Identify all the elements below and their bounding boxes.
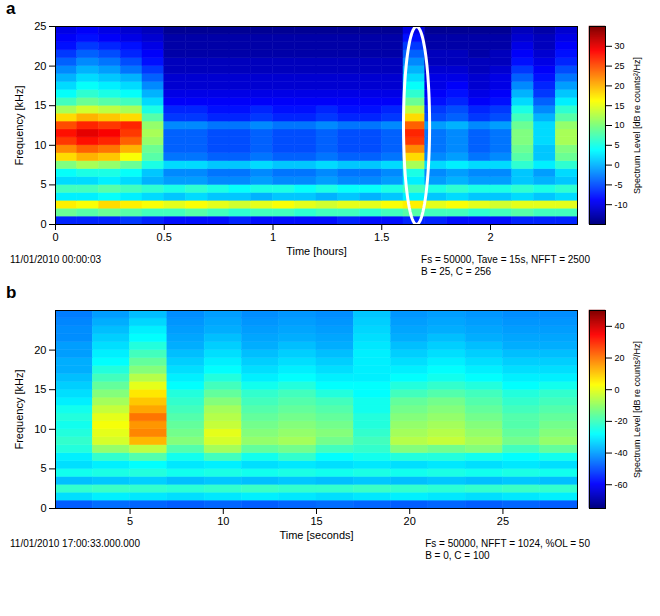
svg-text:-5: -5 xyxy=(615,180,623,190)
svg-text:Time [seconds]: Time [seconds] xyxy=(279,529,353,541)
html-text:B = 25, C = 256: B = 25, C = 256 xyxy=(421,266,492,277)
svg-text:0: 0 xyxy=(615,385,620,395)
svg-text:0: 0 xyxy=(52,231,58,243)
svg-text:Frequency [kHz]: Frequency [kHz] xyxy=(13,369,25,449)
svg-text:0.5: 0.5 xyxy=(157,231,172,243)
svg-text:0: 0 xyxy=(40,502,46,514)
svg-text:1.5: 1.5 xyxy=(374,231,389,243)
svg-text:2: 2 xyxy=(487,231,493,243)
svg-text:15: 15 xyxy=(310,515,322,527)
svg-text:15: 15 xyxy=(34,383,46,395)
svg-text:10: 10 xyxy=(615,120,625,130)
svg-text:20: 20 xyxy=(34,60,46,72)
html-text:b: b xyxy=(6,283,17,302)
html-text:11/01/2010 00:00:03: 11/01/2010 00:00:03 xyxy=(10,254,101,265)
svg-text:-40: -40 xyxy=(615,448,628,458)
svg-text:-60: -60 xyxy=(615,480,628,490)
svg-text:Spectrum Level [dB re counts²/: Spectrum Level [dB re counts²/Hz] xyxy=(632,341,642,478)
svg-text:-10: -10 xyxy=(615,200,628,210)
svg-text:10: 10 xyxy=(217,515,229,527)
svg-text:25: 25 xyxy=(497,515,509,527)
html-text:Fs = 50000, NFFT = 1024, %OL =: Fs = 50000, NFFT = 1024, %OL = 50 xyxy=(425,538,590,549)
svg-text:15: 15 xyxy=(615,101,625,111)
svg-text:5: 5 xyxy=(40,462,46,474)
svg-text:5: 5 xyxy=(40,178,46,190)
html-text:11/01/2010 17:00:33.000.000: 11/01/2010 17:00:33.000.000 xyxy=(10,538,140,549)
svg-text:Frequency [kHz]: Frequency [kHz] xyxy=(13,85,25,165)
svg-text:20: 20 xyxy=(404,515,416,527)
svg-text:0: 0 xyxy=(615,160,620,170)
svg-text:25: 25 xyxy=(615,61,625,71)
svg-text:Spectrum Level [dB re counts²/: Spectrum Level [dB re counts²/Hz] xyxy=(632,57,642,194)
svg-text:20: 20 xyxy=(615,81,625,91)
svg-text:15: 15 xyxy=(34,99,46,111)
svg-text:0: 0 xyxy=(40,218,46,230)
svg-text:40: 40 xyxy=(615,321,625,331)
svg-text:1: 1 xyxy=(270,231,276,243)
svg-text:20: 20 xyxy=(615,353,625,363)
svg-text:Time [hours]: Time [hours] xyxy=(286,245,347,257)
svg-text:10: 10 xyxy=(34,423,46,435)
svg-text:5: 5 xyxy=(615,140,620,150)
svg-text:10: 10 xyxy=(34,139,46,151)
svg-text:20: 20 xyxy=(34,344,46,356)
svg-text:5: 5 xyxy=(127,515,133,527)
svg-text:25: 25 xyxy=(34,20,46,32)
svg-text:30: 30 xyxy=(615,41,625,51)
html-text:B = 0, C = 100: B = 0, C = 100 xyxy=(425,550,490,561)
html-text:Fs = 50000, Tave = 15s, NFFT =: Fs = 50000, Tave = 15s, NFFT = 2500 xyxy=(421,254,590,265)
html-text:a: a xyxy=(6,0,16,18)
svg-text:-20: -20 xyxy=(615,416,628,426)
